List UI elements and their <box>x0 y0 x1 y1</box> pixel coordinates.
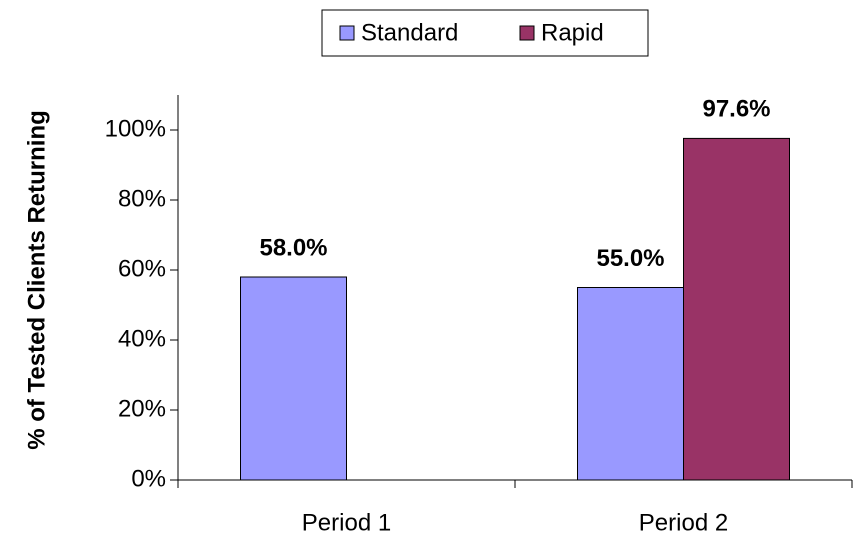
legend-swatch <box>339 25 355 41</box>
bar <box>577 287 684 481</box>
y-tick-label: 40% <box>118 325 166 352</box>
legend-label: Rapid <box>541 19 604 46</box>
y-tick-label: 80% <box>118 185 166 212</box>
x-tick-label: Period 1 <box>302 509 391 536</box>
y-tick-label: 20% <box>118 395 166 422</box>
y-tick-label: 100% <box>105 115 166 142</box>
data-label: 58.0% <box>259 234 327 261</box>
x-tick-label: Period 2 <box>639 509 728 536</box>
bar <box>240 276 347 481</box>
data-label: 55.0% <box>596 245 664 272</box>
y-tick-label: 60% <box>118 255 166 282</box>
legend-label: Standard <box>361 19 458 46</box>
legend-swatch <box>519 25 535 41</box>
data-label: 97.6% <box>702 96 770 123</box>
y-axis-label: % of Tested Clients Returning <box>23 110 50 450</box>
bar <box>683 137 790 481</box>
legend-box <box>321 9 649 57</box>
y-tick-label: 0% <box>131 465 166 492</box>
